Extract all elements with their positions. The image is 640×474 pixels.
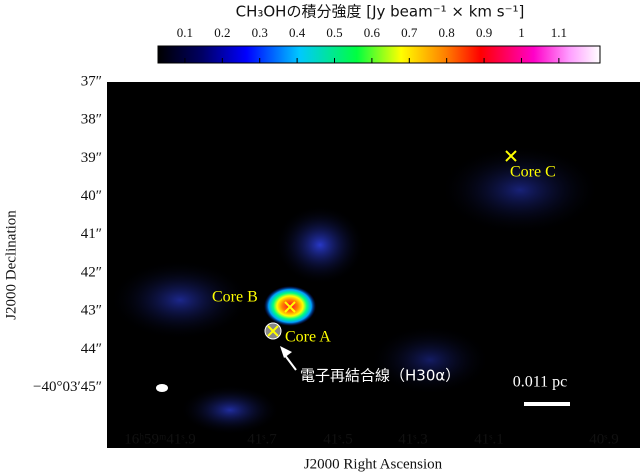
arrow-head xyxy=(280,346,292,358)
colorbar-tick-label: 0.3 xyxy=(252,25,268,40)
x-tick-label: 41ˢ.3 xyxy=(398,431,427,447)
scale-bar-label: 0.011 pc xyxy=(513,374,568,391)
x-tick-label: 16ʰ59ᵐ41ˢ.9 xyxy=(124,431,196,447)
core-b-label: Core B xyxy=(212,289,258,306)
arrow xyxy=(283,353,297,371)
y-tick-label: 40″ xyxy=(81,188,102,204)
y-tick-label: 44″ xyxy=(81,341,102,357)
y-tick-label: 43″ xyxy=(81,303,102,319)
y-tick-label: 39″ xyxy=(81,150,102,166)
x-tick-label: 41ˢ.1 xyxy=(474,431,503,447)
emission xyxy=(110,145,600,435)
y-tick-label: 38″ xyxy=(81,112,102,128)
colorbar-tick-label: 0.8 xyxy=(439,25,455,40)
core-c-label: Core C xyxy=(510,164,556,181)
y-tick-label: 37″ xyxy=(81,73,102,89)
core-c-marker xyxy=(505,150,517,162)
arrow-label: 電子再結合線（H30α） xyxy=(300,367,460,385)
y-tick-label: 42″ xyxy=(81,264,102,280)
x-axis-label: J2000 Right Ascension xyxy=(304,456,443,472)
colorbar-title: CH₃OHの積分強度 [Jy beam⁻¹ × km s⁻¹] xyxy=(236,3,525,21)
x-tick-label: 41ˢ.5 xyxy=(323,431,352,447)
beam xyxy=(156,384,168,392)
colorbar-tick-label: 0.7 xyxy=(401,25,418,40)
colorbar-tick-label: 0.2 xyxy=(214,25,230,40)
colorbar-tick-label: 0.6 xyxy=(364,25,381,40)
colorbar-tick-label: 1 xyxy=(518,25,525,40)
colorbar-tick-label: 0.9 xyxy=(476,25,492,40)
colorbar-tick-label: 0.1 xyxy=(177,25,193,40)
colorbar xyxy=(157,45,601,64)
y-tick-label: 41″ xyxy=(81,226,102,242)
core-a-marker xyxy=(267,325,279,337)
colorbar-tick-label: 0.5 xyxy=(326,25,342,40)
core-b-marker xyxy=(284,301,296,313)
y-tick-label: −40°03′45″ xyxy=(33,379,102,395)
x-tick-label: 40ˢ.9 xyxy=(589,431,618,447)
x-tick-label: 41ˢ.7 xyxy=(247,431,277,447)
colorbar-tick-label: 0.4 xyxy=(289,25,306,40)
y-axis-label: J2000 Declination xyxy=(3,210,19,320)
core-a-label: Core A xyxy=(285,329,331,346)
colorbar-tick-label: 1.1 xyxy=(551,25,567,40)
